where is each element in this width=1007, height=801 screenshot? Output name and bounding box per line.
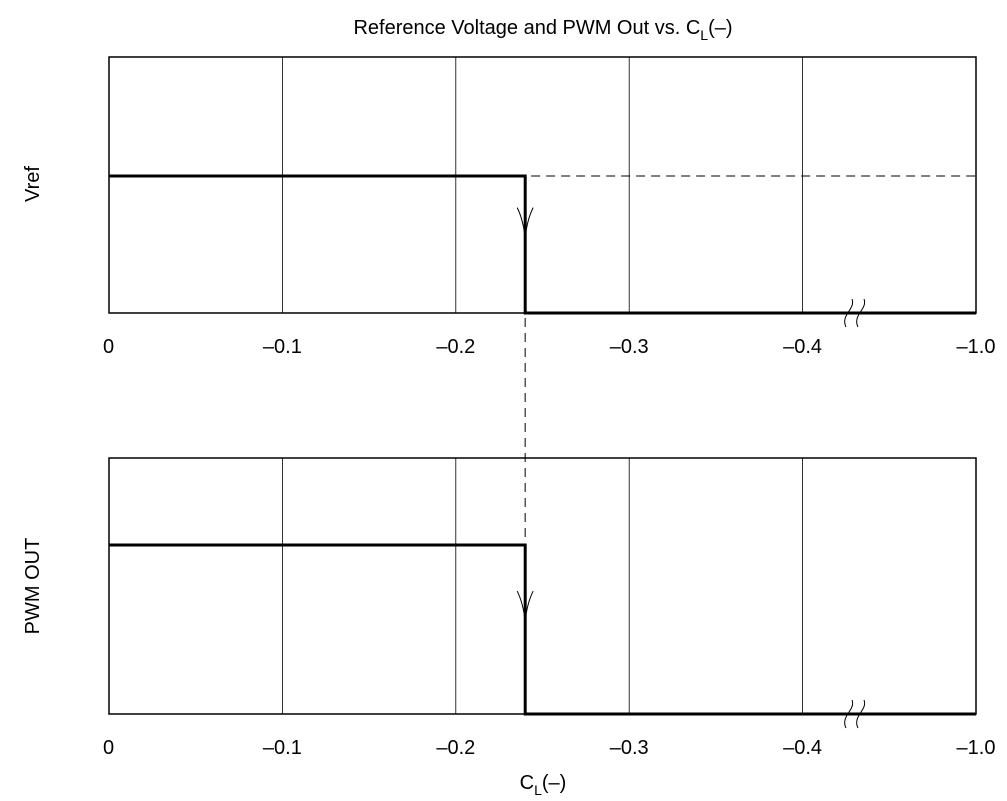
panel-pwm-out: 0 –0.1 –0.2 –0.3 –0.4 –1.0 [103, 457, 996, 759]
x-tick-label: –0.2 [436, 737, 475, 759]
x-axis-label: CL(–) [520, 772, 567, 798]
x-tick-label: –1.0 [957, 336, 996, 358]
x-tick-label: –0.3 [610, 737, 649, 759]
x-tick-label: –0.1 [263, 336, 302, 358]
plot-frame-vref [108, 56, 977, 314]
series-line-pwm-out [109, 543, 976, 716]
plot-frame-pwm-out [108, 457, 977, 715]
x-tick-label: –1.0 [957, 737, 996, 759]
axis-break-mark [856, 298, 866, 328]
axis-break-mark [844, 298, 854, 328]
panel-vref: 0 –0.1 –0.2 –0.3 –0.4 –1.0 [103, 56, 996, 358]
falling-edge-arrow [516, 590, 534, 622]
x-tick-label: –0.1 [263, 737, 302, 759]
axis-break-mark [856, 699, 866, 729]
x-tick-label: –0.4 [783, 336, 822, 358]
x-tick-label: –0.3 [610, 336, 649, 358]
series-line-vref [109, 174, 976, 315]
axis-break-mark [844, 699, 854, 729]
x-tick-label: –0.4 [783, 737, 822, 759]
x-tick-label: 0 [103, 336, 114, 358]
x-tick-label: 0 [103, 737, 114, 759]
x-tick-label: –0.2 [436, 336, 475, 358]
panel-2-ylabel: PWM OUT [22, 538, 44, 635]
chart-title: Reference Voltage and PWM Out vs. CL(–) [353, 17, 732, 43]
panel-1-ylabel: Vref [22, 166, 44, 202]
falling-edge-arrow [516, 207, 534, 238]
